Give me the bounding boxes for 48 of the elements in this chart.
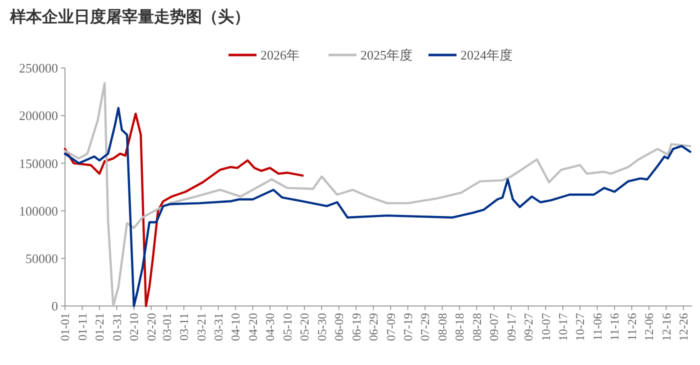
x-tick-label: 02-20 [144, 313, 158, 341]
x-tick-label: 11-06 [590, 313, 604, 341]
x-tick-label: 03-21 [194, 313, 208, 341]
x-tick-label: 04-10 [228, 313, 243, 341]
x-tick-label: 07-29 [418, 313, 432, 341]
x-tick-label: 06-09 [332, 313, 346, 341]
x-tick-label: 08-28 [470, 313, 484, 341]
x-tick-label: 07-09 [384, 313, 398, 341]
x-tick-label: 01-01 [58, 313, 72, 341]
x-tick-label: 03-11 [177, 313, 192, 341]
legend-label: 2024年度 [460, 48, 512, 63]
x-tick-label: 03-31 [212, 313, 226, 341]
legend-label: 2025年度 [360, 48, 412, 63]
x-tick-label: 02-10 [127, 313, 142, 341]
x-tick-label: 06-19 [349, 313, 364, 341]
x-tick-label: 11-16 [608, 313, 622, 341]
y-tick-label: 0 [52, 298, 58, 314]
x-tick-label: 11-26 [624, 313, 639, 341]
legend-label: 2026年 [260, 48, 300, 63]
x-tick-label: 01-31 [110, 313, 124, 341]
y-tick-label: 100000 [19, 203, 58, 218]
x-tick-label: 10-17 [556, 313, 570, 341]
chart-title: 样本企业日度屠宰量走势图（头） [9, 7, 250, 26]
x-tick-label: 12-16 [659, 313, 674, 341]
x-tick-label: 05-10 [280, 313, 294, 341]
y-tick-label: 250000 [19, 60, 58, 76]
line-series [64, 112, 304, 308]
x-tick-label: 09-27 [522, 313, 536, 341]
x-tick-label: 01-21 [92, 313, 107, 341]
x-tick-label: 08-18 [452, 313, 467, 341]
x-tick-label: 06-29 [366, 313, 381, 341]
y-tick-label: 50000 [26, 250, 58, 266]
x-tick-label: 01-11 [75, 313, 90, 341]
x-tick-label: 03-01 [160, 313, 174, 341]
y-tick-label: 200000 [19, 108, 58, 124]
x-tick-label: 09-17 [504, 313, 518, 341]
x-tick-label: 05-20 [298, 313, 312, 341]
x-tick-label: 12-26 [676, 313, 691, 341]
x-tick-label: 05-30 [314, 313, 329, 341]
x-tick-label: 07-19 [400, 313, 415, 341]
x-tick-label: 09-07 [487, 313, 502, 341]
x-tick-label: 10-27 [573, 313, 588, 341]
x-tick-label: 10-07 [538, 313, 553, 341]
x-tick-label: 08-08 [435, 313, 450, 341]
x-tick-label: 04-30 [263, 313, 278, 341]
x-tick-label: 04-20 [246, 313, 260, 341]
x-tick-label: 12-06 [642, 313, 656, 341]
y-tick-label: 150000 [19, 156, 58, 171]
